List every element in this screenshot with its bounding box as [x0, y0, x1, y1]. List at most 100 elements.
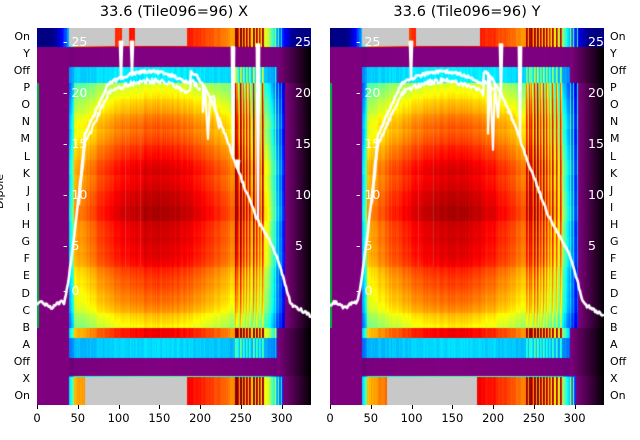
- inner-tick-right-y-1: 20: [588, 87, 604, 99]
- inner-tick-right-y-2: 15: [588, 138, 604, 150]
- x-axis-panel-y: 0 50 100 150 200 250 300: [326, 405, 604, 440]
- category-tick-left-3: P: [23, 80, 30, 94]
- x-tick-mark-x-0: [37, 405, 38, 409]
- x-tick-mark-y-2: [411, 405, 413, 409]
- category-tick-right-8: K: [610, 166, 618, 180]
- x-tick-mark-x-2: [118, 405, 120, 409]
- inner-tick-x-5: - 0: [63, 283, 80, 298]
- category-tick-right-16: C: [610, 303, 618, 317]
- x-axis-panel-x: 0 50 100 150 200 250 300: [33, 405, 311, 440]
- x-tick-label-x-5: 250: [229, 411, 252, 425]
- category-tick-right-4: O: [610, 98, 619, 112]
- category-tick-right-21: On: [610, 389, 626, 403]
- x-tick-mark-x-1: [77, 405, 79, 409]
- inner-tick-x-3: - 10: [63, 187, 88, 202]
- x-tick-mark-y-4: [493, 405, 495, 409]
- panel-title-x: 33.6 (Tile096=96) X: [99, 4, 249, 20]
- category-tick-left-9: J: [26, 183, 30, 197]
- inner-tick-right-y-3: 10: [588, 189, 604, 201]
- x-tick-mark-y-5: [533, 405, 535, 409]
- x-tick-mark-x-4: [200, 405, 202, 409]
- category-tick-right-6: M: [610, 132, 620, 146]
- x-tick-label-y-4: 200: [482, 411, 505, 425]
- inner-tick-x-2: - 15: [63, 136, 88, 151]
- category-tick-right-5: N: [610, 115, 619, 129]
- x-tick-mark-x-6: [281, 405, 283, 409]
- category-tick-right-13: F: [610, 252, 617, 266]
- x-tick-label-y-0: 0: [326, 411, 334, 425]
- inner-tick-right-y-4: 5: [588, 240, 596, 252]
- x-tick-mark-y-0: [330, 405, 331, 409]
- category-tick-left-10: I: [26, 200, 30, 214]
- x-tick-label-x-3: 150: [148, 411, 171, 425]
- category-tick-left-13: F: [23, 252, 30, 266]
- x-tick-mark-y-6: [574, 405, 576, 409]
- category-tick-left-20: X: [22, 372, 30, 386]
- category-tick-right-2: Off: [610, 63, 627, 77]
- x-tick-mark-x-3: [159, 405, 161, 409]
- x-tick-label-x-6: 300: [270, 411, 293, 425]
- category-tick-right-7: L: [610, 149, 617, 163]
- x-tick-label-y-1: 50: [363, 411, 379, 425]
- category-tick-left-14: E: [23, 269, 30, 283]
- category-tick-right-12: G: [610, 235, 619, 249]
- category-axis-left: On Y Off P O N M L K J I H G F E D C B A Off X On: [0, 28, 34, 405]
- inner-tick-y-2: - 15: [356, 136, 381, 151]
- inner-tick-y-4: - 5: [356, 238, 373, 253]
- category-tick-left-6: M: [20, 132, 31, 146]
- inner-tick-y-0: - 25: [356, 34, 381, 49]
- category-tick-left-15: D: [21, 286, 30, 300]
- x-tick-mark-y-3: [452, 405, 454, 409]
- inner-tick-right-x-0: 25: [295, 36, 311, 48]
- x-tick-label-x-2: 100: [107, 411, 130, 425]
- inner-tick-x-4: - 5: [63, 238, 80, 253]
- x-tick-mark-x-5: [240, 405, 242, 409]
- category-tick-right-17: B: [610, 320, 618, 334]
- x-tick-label-y-2: 100: [400, 411, 423, 425]
- category-tick-left-17: B: [22, 320, 30, 334]
- heatmap-panel-x[interactable]: [37, 28, 311, 405]
- heatmap-panel-y[interactable]: [330, 28, 604, 405]
- category-tick-left-1: Y: [23, 46, 30, 60]
- inner-tick-y-1: - 20: [356, 85, 381, 100]
- category-tick-left-4: O: [21, 98, 30, 112]
- category-tick-right-9: J: [610, 183, 614, 197]
- category-tick-left-0: On: [14, 29, 30, 43]
- category-tick-right-15: D: [610, 286, 619, 300]
- inner-tick-right-x-3: 10: [295, 189, 311, 201]
- category-tick-right-18: A: [610, 338, 618, 352]
- inner-tick-x-0: - 25: [63, 34, 88, 49]
- x-tick-label-y-5: 250: [522, 411, 545, 425]
- category-tick-right-14: E: [610, 269, 617, 283]
- category-tick-right-1: Y: [610, 46, 617, 60]
- x-tick-label-y-3: 150: [441, 411, 464, 425]
- inner-tick-y-5: - 0: [356, 283, 373, 298]
- category-tick-left-2: Off: [13, 63, 30, 77]
- category-tick-left-7: L: [23, 149, 30, 163]
- x-tick-label-x-1: 50: [70, 411, 86, 425]
- inner-tick-right-x-2: 15: [295, 138, 311, 150]
- inner-tick-right-x-4: 5: [295, 240, 303, 252]
- category-tick-left-18: A: [22, 338, 30, 352]
- category-tick-right-19: Off: [610, 355, 627, 369]
- x-tick-label-x-4: 200: [189, 411, 212, 425]
- category-tick-left-8: K: [22, 166, 30, 180]
- x-tick-mark-y-1: [370, 405, 372, 409]
- panel-title-y: 33.6 (Tile096=96) Y: [393, 4, 541, 20]
- category-tick-left-5: N: [21, 115, 30, 129]
- x-tick-label-y-6: 300: [563, 411, 586, 425]
- inner-tick-right-x-1: 20: [295, 87, 311, 99]
- category-tick-right-20: X: [610, 372, 618, 386]
- category-tick-left-16: C: [22, 303, 30, 317]
- inner-tick-x-1: - 20: [63, 85, 88, 100]
- category-tick-right-0: On: [610, 29, 626, 43]
- inner-tick-right-y-0: 25: [588, 36, 604, 48]
- category-tick-left-19: Off: [13, 355, 30, 369]
- category-tick-right-11: H: [610, 218, 619, 232]
- category-tick-left-12: G: [21, 235, 30, 249]
- inner-tick-y-3: - 10: [356, 187, 381, 202]
- category-tick-left-11: H: [21, 218, 30, 232]
- x-tick-label-x-0: 0: [33, 411, 41, 425]
- category-tick-right-3: P: [610, 80, 617, 94]
- category-tick-left-21: On: [14, 389, 30, 403]
